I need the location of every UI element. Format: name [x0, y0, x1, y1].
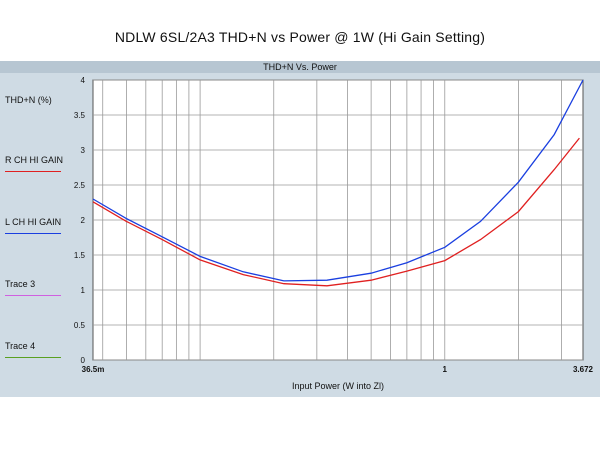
page-title: NDLW 6SL/2A3 THD+N vs Power @ 1W (Hi Gai… — [114, 29, 486, 45]
legend-label-trace-3: Trace 3 — [5, 279, 36, 289]
legend-swatch-trace-3 — [5, 295, 61, 296]
y-tick-label: 0.5 — [74, 321, 86, 330]
x-axis-label: Input Power (W into Zl) — [292, 381, 384, 391]
series-line-l-ch — [92, 79, 584, 282]
y-tick-label: 3.5 — [74, 111, 86, 120]
y-tick-label: 3 — [81, 146, 86, 155]
legend-swatch-r-ch — [5, 171, 61, 172]
series-line-r-ch — [92, 137, 580, 287]
legend-swatch-trace-4 — [5, 357, 61, 358]
chart-title: THD+N Vs. Power — [0, 61, 600, 73]
legend-label-r-ch: R CH HI GAIN — [5, 155, 64, 165]
y-tick-label: 2 — [81, 216, 86, 225]
legend-swatch-l-ch — [5, 233, 61, 234]
y-axis-label: THD+N (%) — [5, 95, 52, 105]
x-tick-label: 36.5m — [82, 365, 105, 374]
x-tick-label: 1 — [443, 365, 448, 374]
legend-label-l-ch: L CH HI GAIN — [5, 217, 62, 227]
y-tick-label: 2.5 — [74, 181, 86, 190]
y-tick-label: 1.5 — [74, 251, 86, 260]
y-tick-label: 4 — [81, 76, 86, 85]
x-tick-label: 3.672 — [573, 365, 594, 374]
legend-label-trace-4: Trace 4 — [5, 341, 36, 351]
y-tick-label: 0 — [81, 356, 86, 365]
y-tick-label: 1 — [81, 286, 86, 295]
